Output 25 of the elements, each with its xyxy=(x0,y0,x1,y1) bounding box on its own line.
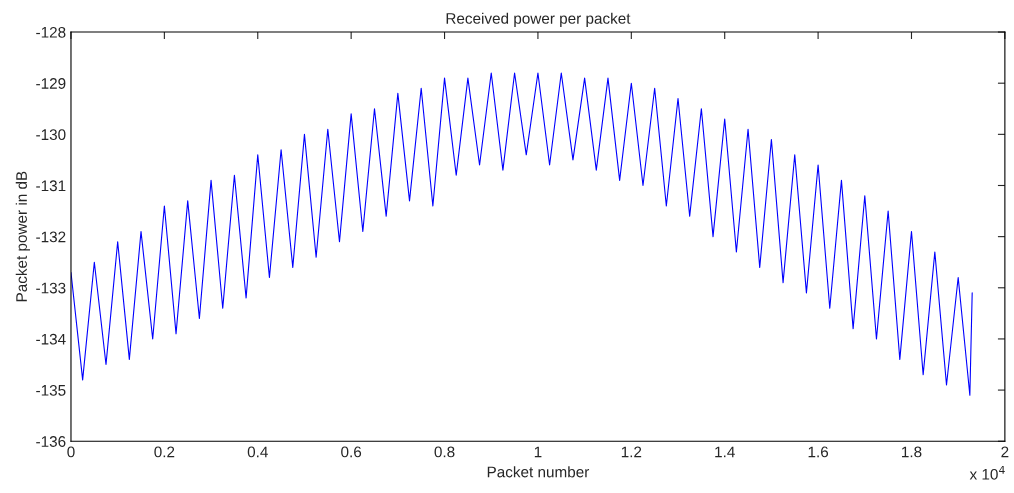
line-series xyxy=(70,72,973,396)
x-tick-label: 0.2 xyxy=(154,446,175,458)
x-tick-label: 0.8 xyxy=(434,446,455,458)
y-tick-label: -132 xyxy=(36,231,66,243)
x-tick-label: 1.6 xyxy=(808,446,829,458)
x-tick-label: 0 xyxy=(67,446,75,458)
x-tick-label: 1.2 xyxy=(621,446,642,458)
x-tick-label: 0.4 xyxy=(247,446,268,458)
x-tick-label: 1 xyxy=(534,446,542,458)
y-tick-label: -136 xyxy=(36,436,66,447)
chart-title: Received power per packet xyxy=(446,12,631,27)
x-tick-label: 1.8 xyxy=(902,446,922,458)
y-tick-label: -134 xyxy=(36,333,66,345)
y-tick-label: -130 xyxy=(36,129,66,141)
y-tick-label: -135 xyxy=(36,384,66,396)
y-tick-label: -131 xyxy=(36,180,66,192)
y-axis-title: Packet power in dB xyxy=(15,171,30,302)
x-tick-label: 1.4 xyxy=(715,446,735,458)
y-tick-label: -129 xyxy=(36,78,66,89)
y-tick-label: -133 xyxy=(36,282,66,294)
y-tick-label: -128 xyxy=(36,26,66,38)
text: x 10$^{4}$ xyxy=(969,465,1005,480)
x-axis-title: Packet number xyxy=(487,466,590,478)
x-tick-label: 2 xyxy=(1001,446,1009,458)
x-tick-label: 0.6 xyxy=(341,446,362,458)
